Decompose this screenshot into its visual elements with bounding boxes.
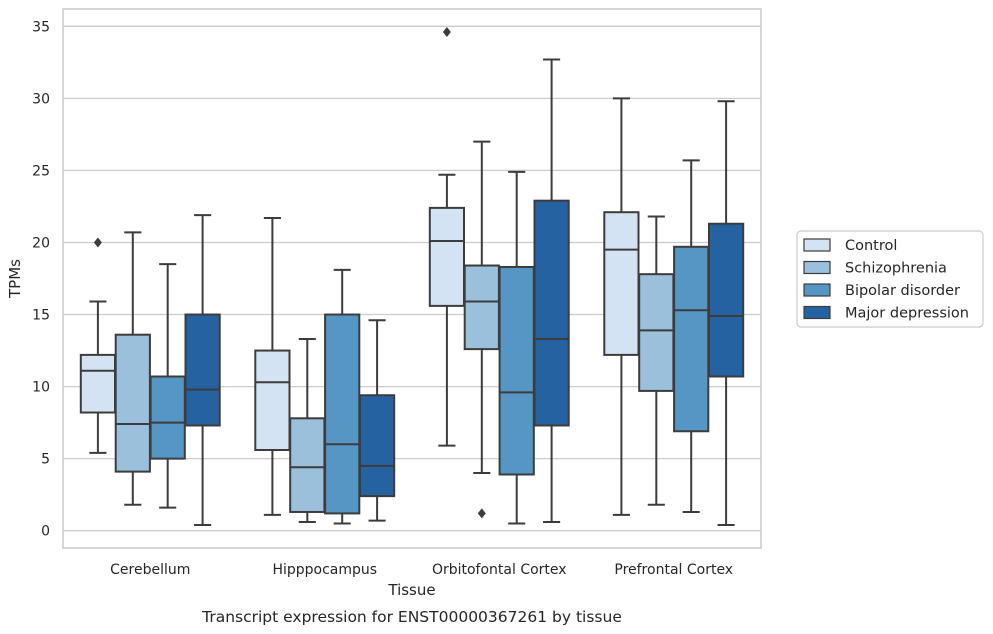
box-control	[79, 237, 117, 454]
box-iqr	[254, 349, 291, 452]
box-major-depression	[533, 58, 570, 524]
legend-swatch	[803, 260, 831, 275]
x-axis-title: Tissue	[387, 581, 435, 599]
box-iqr	[707, 222, 745, 378]
legend-label: Bipolar disorder	[845, 283, 960, 299]
box-iqr	[324, 313, 361, 515]
box-control	[603, 97, 640, 516]
outlier-point	[442, 27, 451, 38]
box-iqr	[114, 333, 151, 473]
y-tick-label: 20	[32, 235, 50, 251]
legend-swatch	[803, 238, 831, 252]
y-tick-label: 15	[32, 308, 50, 324]
legend-label: Schizophrenia	[845, 261, 947, 277]
box-iqr	[184, 313, 221, 427]
box-major-depression	[358, 319, 396, 522]
box-schizophrenia	[289, 338, 326, 524]
y-tick-label: 5	[41, 452, 50, 468]
box-control	[254, 216, 291, 516]
x-tick-label: Orbitofontal Cortex	[432, 562, 567, 578]
box-schizophrenia	[114, 231, 151, 506]
legend: Control Schizophrenia Bipolar disorder Majo…	[796, 230, 984, 328]
box-iqr	[149, 375, 186, 460]
box-bipolar-disorder	[324, 268, 361, 525]
legend-swatch	[803, 283, 831, 297]
plot-frame	[62, 8, 762, 549]
y-axis-title: TPMs	[6, 259, 24, 299]
outlier-point	[93, 237, 102, 248]
box-major-depression	[184, 214, 221, 526]
x-tick-label: Cerebellum	[110, 562, 190, 578]
y-tick-label: 0	[41, 524, 50, 540]
y-tick-label: 25	[32, 163, 50, 179]
x-tick-label: Prefrontal Cortex	[614, 562, 733, 578]
legend-swatch	[803, 305, 831, 320]
box-iqr	[428, 206, 466, 307]
y-tick-label: 10	[32, 380, 50, 396]
box-iqr	[289, 417, 326, 513]
box-schizophrenia	[463, 140, 500, 519]
axes: 0 5 10 15 20 25 30 35 Cerebellum Hipppocampus Orbi…	[32, 19, 733, 578]
chart-caption: Transcript expression for ENST0000036726…	[201, 608, 622, 626]
box-schizophrenia	[638, 215, 675, 506]
box-major-depression	[707, 100, 745, 526]
box-bipolar-disorder	[498, 170, 535, 525]
box-iqr	[673, 245, 710, 433]
box-iqr	[498, 265, 535, 476]
box-iqr	[358, 394, 396, 498]
box-bipolar-disorder	[149, 263, 186, 509]
legend-label: Major depression	[845, 306, 969, 322]
legend-frame	[796, 230, 984, 328]
outlier-point	[477, 508, 486, 519]
boxes	[79, 27, 745, 526]
y-tick-label: 35	[32, 19, 50, 35]
box-iqr	[638, 273, 675, 392]
box-iqr	[533, 199, 570, 427]
box-iqr	[603, 211, 640, 356]
box-iqr	[79, 353, 117, 414]
box-control	[428, 27, 466, 447]
y-tick-label: 30	[32, 91, 50, 107]
x-tick-label: Hipppocampus	[272, 562, 377, 578]
legend-label: Control	[845, 238, 897, 254]
box-bipolar-disorder	[673, 159, 710, 513]
box-iqr	[463, 264, 500, 351]
